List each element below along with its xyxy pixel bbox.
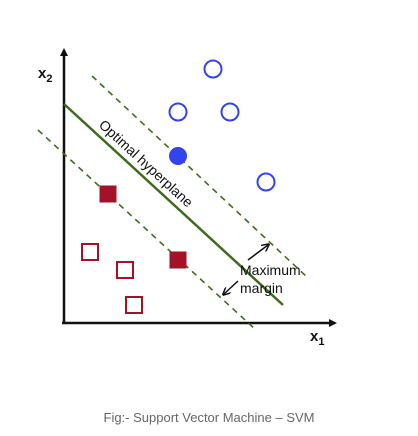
optimal-hyperplane <box>63 103 284 306</box>
figure-caption: Fig:- Support Vector Machine – SVM <box>103 410 315 425</box>
class-circle-hollow <box>220 102 240 122</box>
class-square-hollow <box>81 243 99 261</box>
lower-margin-line <box>37 129 257 331</box>
margin-label: Maximum margin <box>240 262 305 296</box>
class-square-hollow <box>125 296 143 314</box>
margin-arrow-up <box>247 245 268 261</box>
svm-diagram: x2 x1 Optimal hyperplane Maximum margin <box>37 48 337 348</box>
class-square-hollow <box>116 261 134 279</box>
class-circle-hollow <box>168 102 188 122</box>
y-axis-label: x2 <box>38 65 52 85</box>
class-square-filled <box>169 251 187 269</box>
upper-margin-line <box>91 75 309 279</box>
class-circle-filled <box>169 147 187 165</box>
margin-arrow-down <box>224 280 239 294</box>
x-axis-label: x1 <box>310 328 324 348</box>
class-circle-hollow <box>203 59 223 79</box>
class-square-filled <box>99 185 117 203</box>
class-circle-hollow <box>256 172 276 192</box>
